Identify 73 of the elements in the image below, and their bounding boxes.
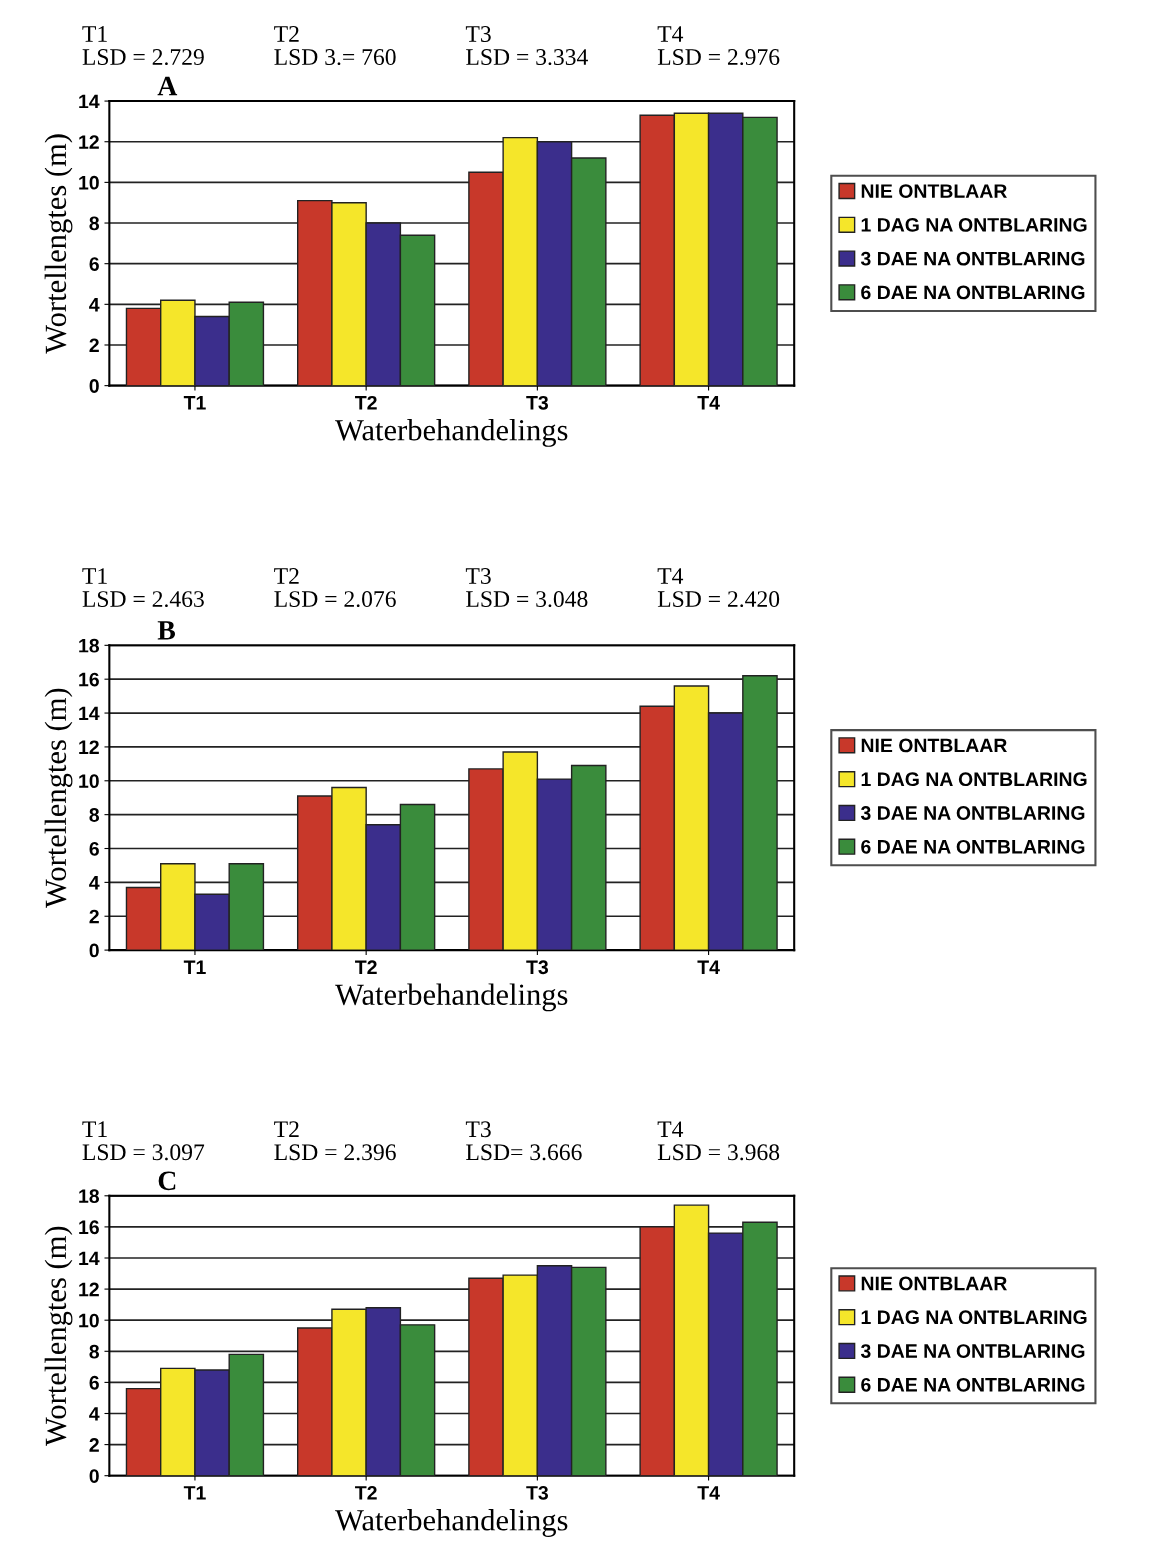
y-axis-title: Wortellengtes (m) <box>44 134 73 354</box>
y-tick-label: 4 <box>89 298 100 312</box>
text: T2 LSD 3.= 760 <box>274 26 396 66</box>
y-tick-label: 0 <box>89 943 99 958</box>
y-tick-label: 12 <box>79 740 99 754</box>
y-tick-label: 2 <box>89 909 99 924</box>
legend-label: 1 DAG NA ONTBLARING <box>861 772 1087 787</box>
legend-label: NIE ONTBLAAR <box>861 738 1007 753</box>
legend-label: 6 DAE NA ONTBLARING <box>861 1377 1085 1392</box>
x-tick-label: T1 <box>183 396 206 410</box>
x-tick-label: T3 <box>526 1485 549 1500</box>
text: T3 LSD = 3.334 <box>465 26 588 66</box>
text: T1 LSD = 2.729 <box>82 26 204 66</box>
x-tick-label: T2 <box>355 1485 377 1500</box>
x-tick-label: T3 <box>526 395 549 410</box>
y-axis-title: Wortellengtes (m) <box>44 688 73 909</box>
y-tick-label: 8 <box>89 216 100 231</box>
text: T2 LSD = 2.076 <box>274 568 396 608</box>
y-axis-title: Wortellengtes (m) <box>44 1226 73 1447</box>
text: T4 LSD = 3.968 <box>657 1121 780 1161</box>
y-tick-label: 12 <box>79 1282 99 1297</box>
y-tick-label: 18 <box>79 638 100 653</box>
legend-label: 3 DAE NA ONTBLARING <box>860 806 1085 820</box>
y-tick-label: 16 <box>79 672 99 687</box>
y-tick-label: 4 <box>89 1407 100 1421</box>
legend-label: 3 DAE NA ONTBLARING <box>860 251 1085 266</box>
legend-label: 1 DAG NA ONTBLARING <box>861 1310 1087 1325</box>
x-tick-label: T2 <box>355 395 377 410</box>
y-tick-label: 2 <box>89 1438 99 1452</box>
y-tick-label: 6 <box>89 841 99 856</box>
chart-title: B <box>157 621 176 640</box>
x-tick-label: T4 <box>697 1486 720 1500</box>
y-tick-label: 16 <box>79 1220 99 1235</box>
y-tick-label: 14 <box>79 1251 100 1266</box>
legend-label: 1 DAG NA ONTBLARING <box>861 217 1087 232</box>
chart-title: C <box>158 1171 176 1191</box>
y-tick-label: 10 <box>79 774 99 789</box>
y-tick-label: 14 <box>79 94 100 109</box>
legend-label: NIE ONTBLAAR <box>861 1276 1007 1291</box>
legend-label: 6 DAE NA ONTBLARING <box>861 285 1085 300</box>
text: T1 LSD = 3.097 <box>82 1121 205 1161</box>
y-tick-label: 14 <box>79 706 100 721</box>
y-tick-label: 6 <box>89 1375 99 1390</box>
y-tick-label: 8 <box>89 808 100 822</box>
x-tick-label: T1 <box>183 960 206 974</box>
y-tick-label: 8 <box>89 1344 100 1359</box>
x-axis-title: Waterbehandelings <box>335 983 568 1012</box>
text: T2 LSD = 2.396 <box>274 1121 396 1161</box>
chart-title: A <box>157 76 178 96</box>
y-tick-label: 10 <box>79 1313 99 1328</box>
x-tick-label: T4 <box>697 396 720 410</box>
x-axis-title: Waterbehandelings <box>335 1509 568 1537</box>
y-tick-label: 0 <box>89 1469 99 1483</box>
legend-label: 6 DAE NA ONTBLARING <box>861 839 1085 854</box>
y-tick-label: 4 <box>89 876 100 890</box>
y-tick-label: 0 <box>89 379 99 393</box>
y-tick-label: 2 <box>89 338 99 353</box>
y-tick-label: 10 <box>79 175 99 190</box>
legend-label: NIE ONTBLAAR <box>861 184 1007 198</box>
text: T3 LSD= 3.666 <box>465 1121 582 1161</box>
y-tick-label: 12 <box>79 135 99 149</box>
x-tick-label: T2 <box>355 960 377 974</box>
text: T4 LSD = 2.976 <box>657 26 780 66</box>
text: T3 LSD = 3.048 <box>465 568 588 608</box>
text: T1 LSD = 2.463 <box>82 568 204 608</box>
x-tick-label: T3 <box>526 960 549 975</box>
x-tick-label: T4 <box>697 960 720 974</box>
y-tick-label: 18 <box>79 1189 100 1204</box>
x-axis-title: Waterbehandelings <box>335 419 568 447</box>
x-tick-label: T1 <box>183 1486 206 1500</box>
legend-label: 3 DAE NA ONTBLARING <box>860 1344 1085 1358</box>
text: T4 LSD = 2.420 <box>657 568 780 608</box>
y-tick-label: 6 <box>89 257 99 271</box>
